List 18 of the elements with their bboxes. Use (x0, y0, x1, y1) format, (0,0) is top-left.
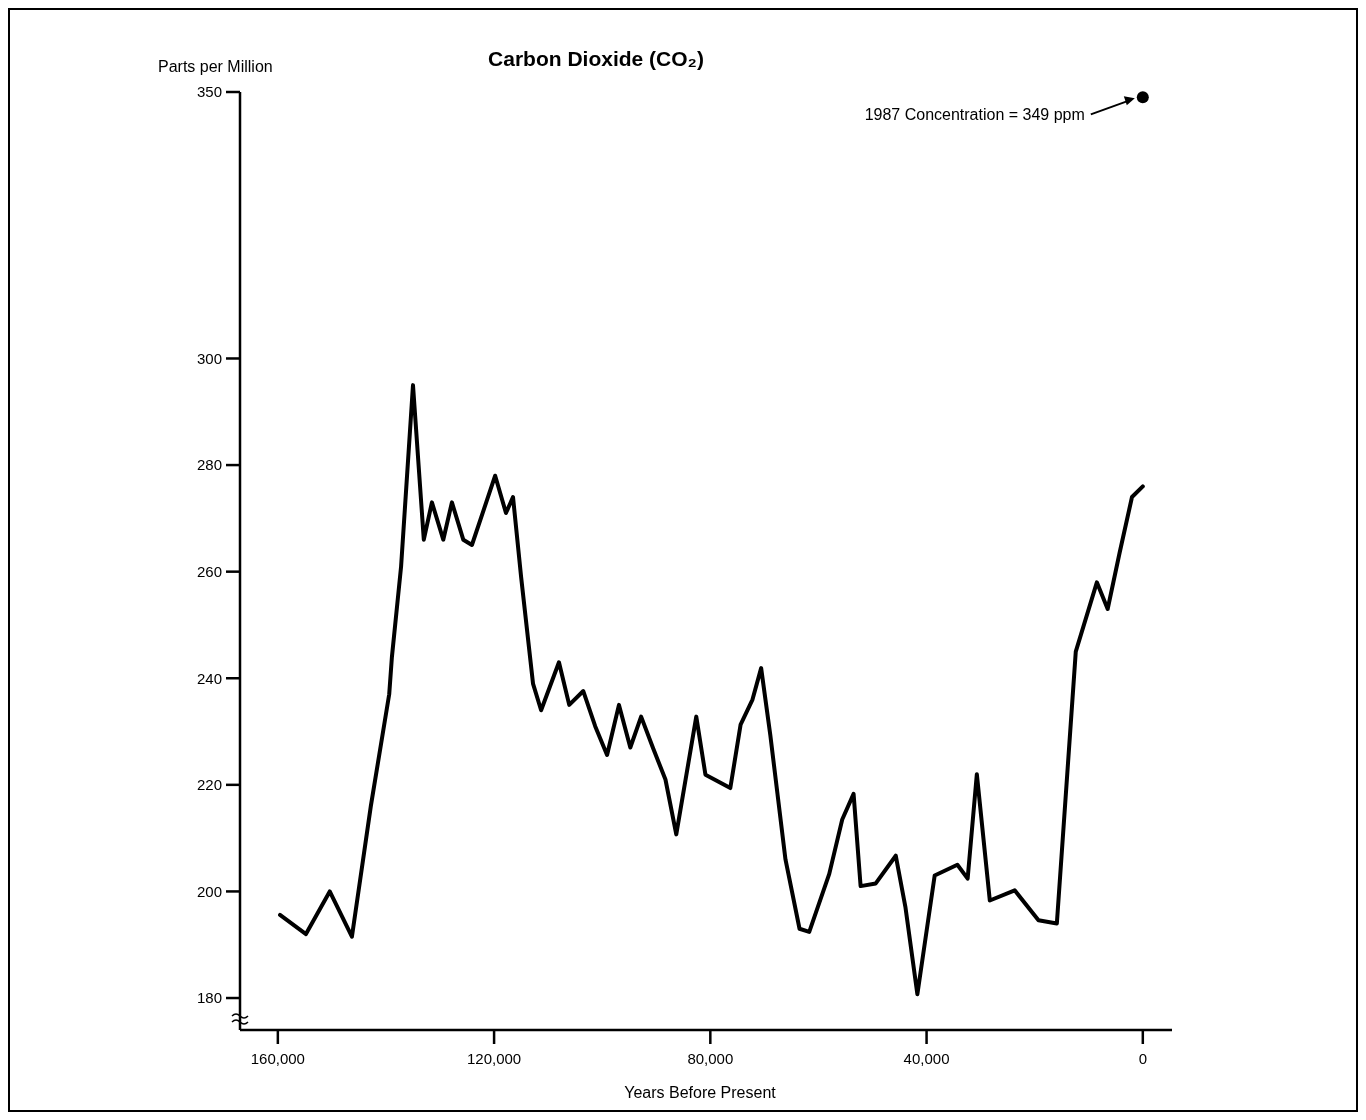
y-tick-label: 260 (196, 562, 222, 580)
x-tick-label: 120,000 (466, 1050, 522, 1067)
x-tick-label: 40,000 (903, 1050, 950, 1067)
line-series (278, 383, 1145, 997)
x-axis-title: Years Before Present (624, 1084, 777, 1101)
y-tick-label: 350 (196, 83, 222, 101)
x-tick-label: 0 (1138, 1050, 1147, 1067)
x-tick-label: 160,000 (250, 1050, 305, 1067)
y-axis-title: Parts per Million (158, 58, 273, 75)
annotation: 1987 Concentration = 349 ppm (864, 105, 1085, 123)
y-tick-label: 220 (196, 776, 222, 794)
y-tick-label: 180 (196, 989, 222, 1007)
y-tick-label: 240 (196, 669, 222, 687)
y-tick-label: 300 (196, 349, 222, 367)
x-tick-label: 80,000 (687, 1050, 734, 1067)
y-tick-label: 280 (196, 456, 222, 474)
y-tick-label: 200 (196, 882, 222, 900)
chart-title: Carbon Dioxide (CO₂) (488, 47, 704, 70)
